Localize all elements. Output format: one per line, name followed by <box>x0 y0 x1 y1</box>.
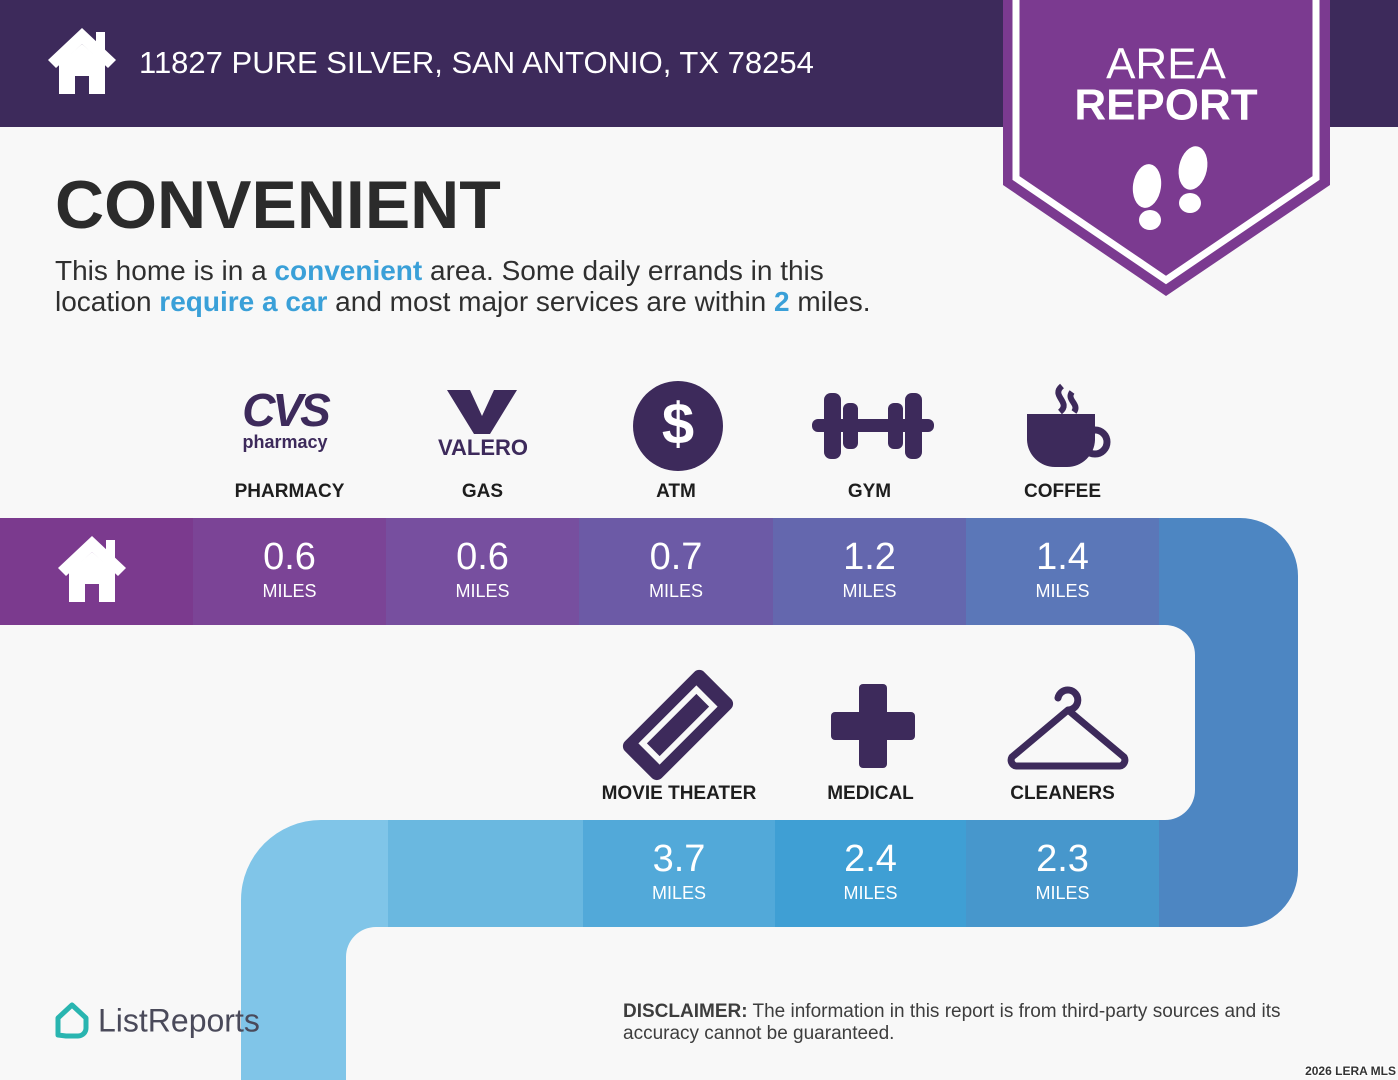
text: miles. <box>790 286 871 317</box>
distance: 0.6 <box>456 536 509 578</box>
distance: 0.6 <box>263 536 316 578</box>
description-line: This home is in a convenient area. Some … <box>55 255 824 286</box>
distance-unit: MILES <box>1035 883 1089 903</box>
distance-cell <box>193 518 386 625</box>
listreports-logo <box>55 1002 89 1039</box>
title: CONVENIENT <box>55 167 501 243</box>
brand: ListReports <box>98 1002 260 1038</box>
distance: 1.4 <box>1036 536 1089 578</box>
badge-line2: REPORT <box>1074 81 1257 130</box>
distance-unit: MILES <box>842 581 896 601</box>
footprints <box>1132 146 1208 230</box>
highlight: require a car <box>159 286 327 317</box>
amenity-label: MEDICAL <box>827 783 914 804</box>
distance-unit: MILES <box>455 581 509 601</box>
highlight: 2 <box>774 286 790 317</box>
valero-mark <box>447 390 517 434</box>
distance: 2.3 <box>1036 838 1089 880</box>
atm-icon <box>633 381 723 471</box>
cvs-logo: CVS <box>242 384 331 436</box>
amenity-label: CLEANERS <box>1010 783 1115 804</box>
cvs-logo-sub: pharmacy <box>242 432 327 452</box>
text: area. Some daily errands in this <box>422 255 824 286</box>
distance: 1.2 <box>843 536 896 578</box>
coffee-icon <box>1027 383 1111 468</box>
distance-unit: MILES <box>262 581 316 601</box>
distance-cell <box>775 820 966 927</box>
distance-unit: MILES <box>649 581 703 601</box>
distance-unit: MILES <box>1035 581 1089 601</box>
badge-outline <box>1012 0 1320 285</box>
text: This home is in a <box>55 255 274 286</box>
distance-cell <box>773 518 966 625</box>
amenity-label: COFFEE <box>1024 481 1101 502</box>
path-connector <box>1159 518 1298 927</box>
medical-icon <box>831 684 915 768</box>
gym-icon <box>812 393 934 459</box>
amenity-label: GAS <box>462 481 503 502</box>
path-segment <box>241 820 389 1080</box>
distance: 3.7 <box>653 838 706 880</box>
disclaimer-label: DISCLAIMER: <box>623 1001 748 1022</box>
badge-line1: AREA <box>1106 40 1226 89</box>
description-line: location require a car and most major se… <box>55 286 871 317</box>
address: 11827 PURE SILVER, SAN ANTONIO, TX 78254 <box>139 45 814 80</box>
distance-cell <box>966 820 1159 927</box>
highlight: convenient <box>274 255 422 286</box>
amenity-label: MOVIE THEATER <box>602 783 757 804</box>
disclaimer-text: The information in this report is from t… <box>623 1001 1281 1044</box>
distance-cell <box>583 820 775 927</box>
ticket-icon <box>622 669 734 781</box>
text: and most major services are within <box>327 286 774 317</box>
distance-cell <box>966 518 1159 625</box>
valero-logo: VALERO <box>438 435 528 460</box>
text: location <box>55 286 159 317</box>
amenity-label: ATM <box>656 481 696 502</box>
disclaimer: DISCLAIMER: The information in this repo… <box>623 1001 1353 1045</box>
path-segment <box>388 820 583 927</box>
amenity-label: PHARMACY <box>235 481 345 502</box>
distance-cell <box>386 518 579 625</box>
distance-unit: MILES <box>843 883 897 903</box>
amenity-label: GYM <box>848 481 891 502</box>
watermark: 2026 LERA MLS <box>1305 1064 1396 1078</box>
distance: 2.4 <box>844 838 897 880</box>
atm-symbol: $ <box>662 391 694 456</box>
distance-unit: MILES <box>652 883 706 903</box>
distance-cell <box>579 518 773 625</box>
hanger-icon <box>1007 686 1129 770</box>
distance: 0.7 <box>650 536 703 578</box>
